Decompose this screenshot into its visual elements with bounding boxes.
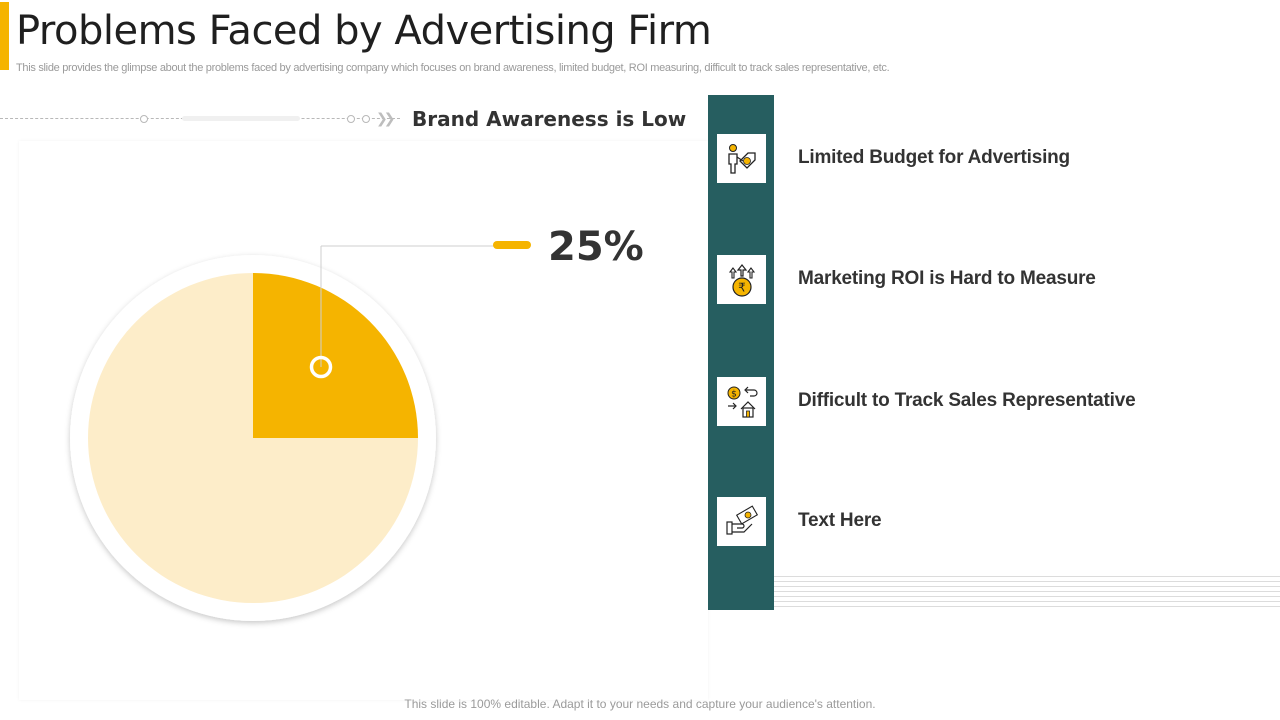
pie-slice-highlighted [253,273,418,438]
chevron-right-icon: ❯❯ [376,110,396,126]
icon-box [717,134,766,183]
icon-box: ₹ [717,255,766,304]
leader-tick [493,241,531,249]
hand-money-icon [725,504,758,535]
pie-slice-remaining [88,273,418,603]
budget-price-tag-icon [727,143,756,174]
icon-box: $ [717,377,766,426]
icon-box [717,497,766,546]
svg-text:$: $ [731,389,737,399]
page-subtitle: This slide provides the glimpse about th… [16,62,890,74]
problem-item-label: Marketing ROI is Hard to Measure [798,268,1096,289]
decorative-dot [347,115,355,123]
money-exchange-house-icon: $ [727,386,758,418]
rupee-growth-icon: ₹ [728,263,755,297]
problem-item-label: Text Here [798,510,882,531]
decorative-lines [774,576,1280,611]
problem-item-label: Difficult to Track Sales Representative [798,390,1136,411]
footer-note: This slide is 100% editable. Adapt it to… [404,697,876,711]
section-heading: Brand Awareness is Low [412,107,687,131]
leader-marker [309,355,333,379]
decorative-dot [362,115,370,123]
pie-data-label: 25% [548,224,644,270]
decorative-dot [140,115,148,123]
title-accent-bar [0,2,9,70]
page-title: Problems Faced by Advertising Firm [16,8,712,54]
svg-text:₹: ₹ [738,280,746,294]
problem-item-label: Limited Budget for Advertising [798,147,1070,168]
decorative-bar [182,116,300,121]
